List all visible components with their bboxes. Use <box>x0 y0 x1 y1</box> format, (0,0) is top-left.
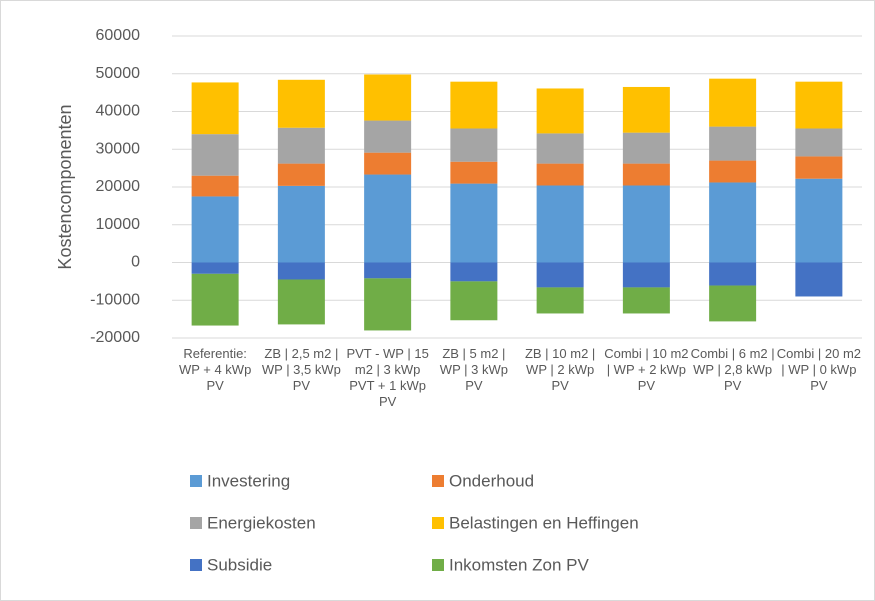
bar-segment <box>191 175 239 197</box>
bar-segment <box>536 262 584 288</box>
x-tick-label-box: Combi | 10 m2 | WP + 2 kWp PV <box>604 346 689 393</box>
bar-segment <box>191 273 239 326</box>
bar-segment <box>191 262 239 274</box>
x-tick-label-box: ZB | 5 m2 | WP | 3 kWp PV <box>439 346 508 393</box>
y-tick-label: 20000 <box>96 178 141 195</box>
x-tick-label-box: ZB | 10 m2 | WP | 2 kWp PV <box>524 346 596 393</box>
bar-segment <box>277 127 325 164</box>
legend-label: Investering <box>207 471 290 490</box>
bar-segment <box>191 196 239 263</box>
bar-segment <box>795 178 843 263</box>
bar-segment <box>709 160 757 183</box>
legend-swatch <box>190 559 202 571</box>
x-tick-label: Combi | 6 m2 | WP | 2,8 kWp PV <box>690 346 775 393</box>
x-tick-label-box: PVT - WP | 15 m2 | 3 kWp PVT + 1 kWp PV <box>346 346 429 409</box>
y-tick-label: 0 <box>131 254 140 271</box>
x-tick-label-box: Referentie: WP + 4 kWp PV <box>178 346 252 393</box>
bar-segment <box>277 79 325 128</box>
legend-swatch <box>190 475 202 487</box>
legend-label: Energiekosten <box>207 513 316 532</box>
bar-segment <box>795 128 843 157</box>
bar-segment <box>622 262 670 288</box>
bar-segment <box>450 262 498 282</box>
bar-segment <box>364 74 412 121</box>
bar-segment <box>277 185 325 263</box>
bar-segment <box>277 163 325 186</box>
y-tick-label: 50000 <box>96 65 141 82</box>
bar-segment <box>364 174 412 263</box>
bar-segment <box>709 78 757 127</box>
bar-segment <box>277 279 325 325</box>
legend-swatch <box>432 559 444 571</box>
bar-segment <box>191 134 239 176</box>
x-tick-label: Referentie: WP + 4 kWp PV <box>178 346 252 393</box>
x-tick-label: Combi | 10 m2 | WP + 2 kWp PV <box>604 346 689 393</box>
y-tick-label: 10000 <box>96 216 141 233</box>
bar-segment <box>795 81 843 129</box>
bar-segment <box>450 81 498 129</box>
bar-segment <box>450 161 498 184</box>
y-tick-label: -20000 <box>90 329 140 346</box>
bar-segment <box>709 262 757 286</box>
bar-segment <box>709 126 757 161</box>
x-tick-label: ZB | 10 m2 | WP | 2 kWp PV <box>524 346 596 393</box>
bar-segment <box>364 278 412 331</box>
y-tick-label: 30000 <box>96 140 141 157</box>
legend-swatch <box>190 517 202 529</box>
bar-segment <box>622 132 670 164</box>
legend-swatch <box>432 475 444 487</box>
x-tick-label-box: Combi | 6 m2 | WP | 2,8 kWp PV <box>690 346 775 393</box>
bar-segment <box>622 163 670 186</box>
y-tick-label: -10000 <box>90 291 140 308</box>
legend-swatch <box>432 517 444 529</box>
bar-segment <box>795 156 843 179</box>
y-tick-label: 60000 <box>96 27 141 44</box>
bar-segment <box>536 287 584 314</box>
bar-segment <box>709 285 757 322</box>
bar-segment <box>622 86 670 133</box>
bar-segment <box>450 128 498 162</box>
bar-segment <box>277 262 325 280</box>
legend-label: Belastingen en Heffingen <box>449 513 639 532</box>
bar-segment <box>364 262 412 279</box>
legend-label: Onderhoud <box>449 471 534 490</box>
bar-segment <box>364 152 412 175</box>
x-tick-label-box: Combi | 20 m2 | WP | 0 kWp PV <box>776 346 862 393</box>
legend-label: Inkomsten Zon PV <box>449 555 590 574</box>
y-tick-label: 40000 <box>96 103 141 120</box>
bar-segment <box>622 185 670 263</box>
x-tick-label-box: ZB | 2,5 m2 | WP | 3,5 kWp PV <box>261 346 341 393</box>
bar-segment <box>450 281 498 321</box>
bar-segment <box>450 183 498 263</box>
bar-segment <box>709 182 757 263</box>
x-tick-label: Combi | 20 m2 | WP | 0 kWp PV <box>776 346 862 393</box>
x-tick-label: ZB | 5 m2 | WP | 3 kWp PV <box>439 346 508 393</box>
bar-segment <box>536 185 584 263</box>
x-tick-label: ZB | 2,5 m2 | WP | 3,5 kWp PV <box>261 346 341 393</box>
bar-segment <box>191 82 239 135</box>
x-tick-label: PVT - WP | 15 m2 | 3 kWp PVT + 1 kWp PV <box>346 346 429 409</box>
bar-segment <box>364 120 412 153</box>
y-axis-label: Kostencomponenten <box>55 104 75 269</box>
bar-segment <box>536 133 584 164</box>
bar-segment <box>536 163 584 186</box>
bar-segment <box>622 287 670 314</box>
bar-segment <box>795 262 843 297</box>
bar-segment <box>536 88 584 134</box>
legend-label: Subsidie <box>207 555 272 574</box>
